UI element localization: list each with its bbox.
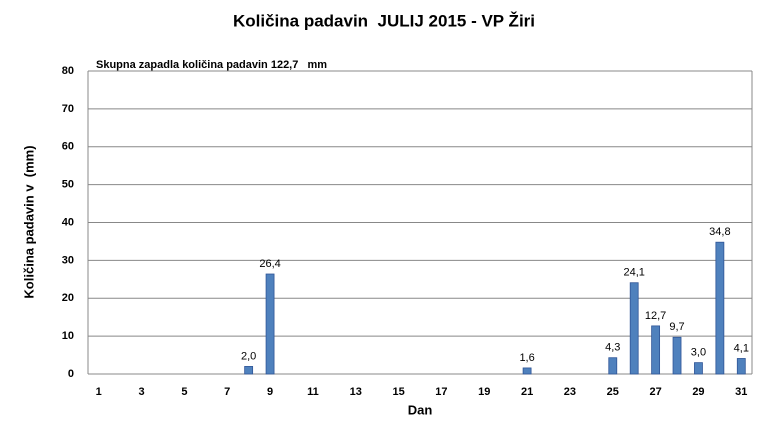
bar: [608, 357, 618, 375]
data-label: 3,0: [691, 347, 706, 359]
data-label: 4,3: [605, 342, 620, 354]
data-label: 9,7: [669, 321, 684, 333]
y-tick-label: 20: [62, 292, 74, 304]
bar: [715, 241, 725, 375]
y-tick-label: 80: [62, 65, 74, 77]
x-tick-label: 13: [350, 386, 362, 398]
bar: [736, 358, 746, 375]
x-tick-label: 3: [138, 386, 144, 398]
data-label: 34,8: [709, 226, 730, 238]
x-tick-label: 23: [564, 386, 576, 398]
y-tick-label: 60: [62, 141, 74, 153]
y-tick-label: 40: [62, 216, 74, 228]
x-tick-label: 11: [307, 386, 319, 398]
data-label: 24,1: [623, 267, 644, 279]
y-axis-label: Količina padavin v (mm): [21, 145, 36, 298]
y-tick-label: 50: [62, 179, 74, 191]
x-tick-label: 19: [478, 386, 490, 398]
annotation: Skupna zapadla količina padavin 122,7 mm: [96, 59, 327, 71]
data-label: 2,0: [241, 350, 256, 362]
data-label: 12,7: [645, 310, 666, 322]
x-tick-label: 15: [392, 386, 404, 398]
x-tick-label: 7: [224, 386, 230, 398]
bar: [651, 325, 661, 375]
x-tick-label: 1: [96, 386, 102, 398]
data-label: 1,6: [519, 352, 534, 364]
y-tick-label: 10: [62, 330, 74, 342]
y-tick-label: 0: [68, 368, 74, 380]
x-axis-label: Dan: [408, 402, 433, 417]
x-tick-label: 21: [521, 386, 533, 398]
x-tick-label: 25: [607, 386, 619, 398]
bar: [522, 367, 532, 375]
bar: [265, 273, 275, 375]
x-tick-label: 29: [692, 386, 704, 398]
x-tick-label: 17: [435, 386, 447, 398]
x-tick-label: 31: [735, 386, 747, 398]
y-tick-label: 30: [62, 254, 74, 266]
bar: [694, 362, 703, 375]
bar: [244, 366, 254, 375]
x-tick-label: 5: [181, 386, 187, 398]
x-tick-label: 9: [267, 386, 273, 398]
chart-title: Količina padavin JULIJ 2015 - VP Žiri: [233, 11, 535, 30]
bar: [629, 282, 639, 375]
data-label: 26,4: [259, 258, 280, 270]
bar: [672, 336, 682, 375]
x-tick-label: 27: [649, 386, 661, 398]
y-tick-label: 70: [62, 103, 74, 115]
data-label: 4,1: [734, 342, 749, 354]
